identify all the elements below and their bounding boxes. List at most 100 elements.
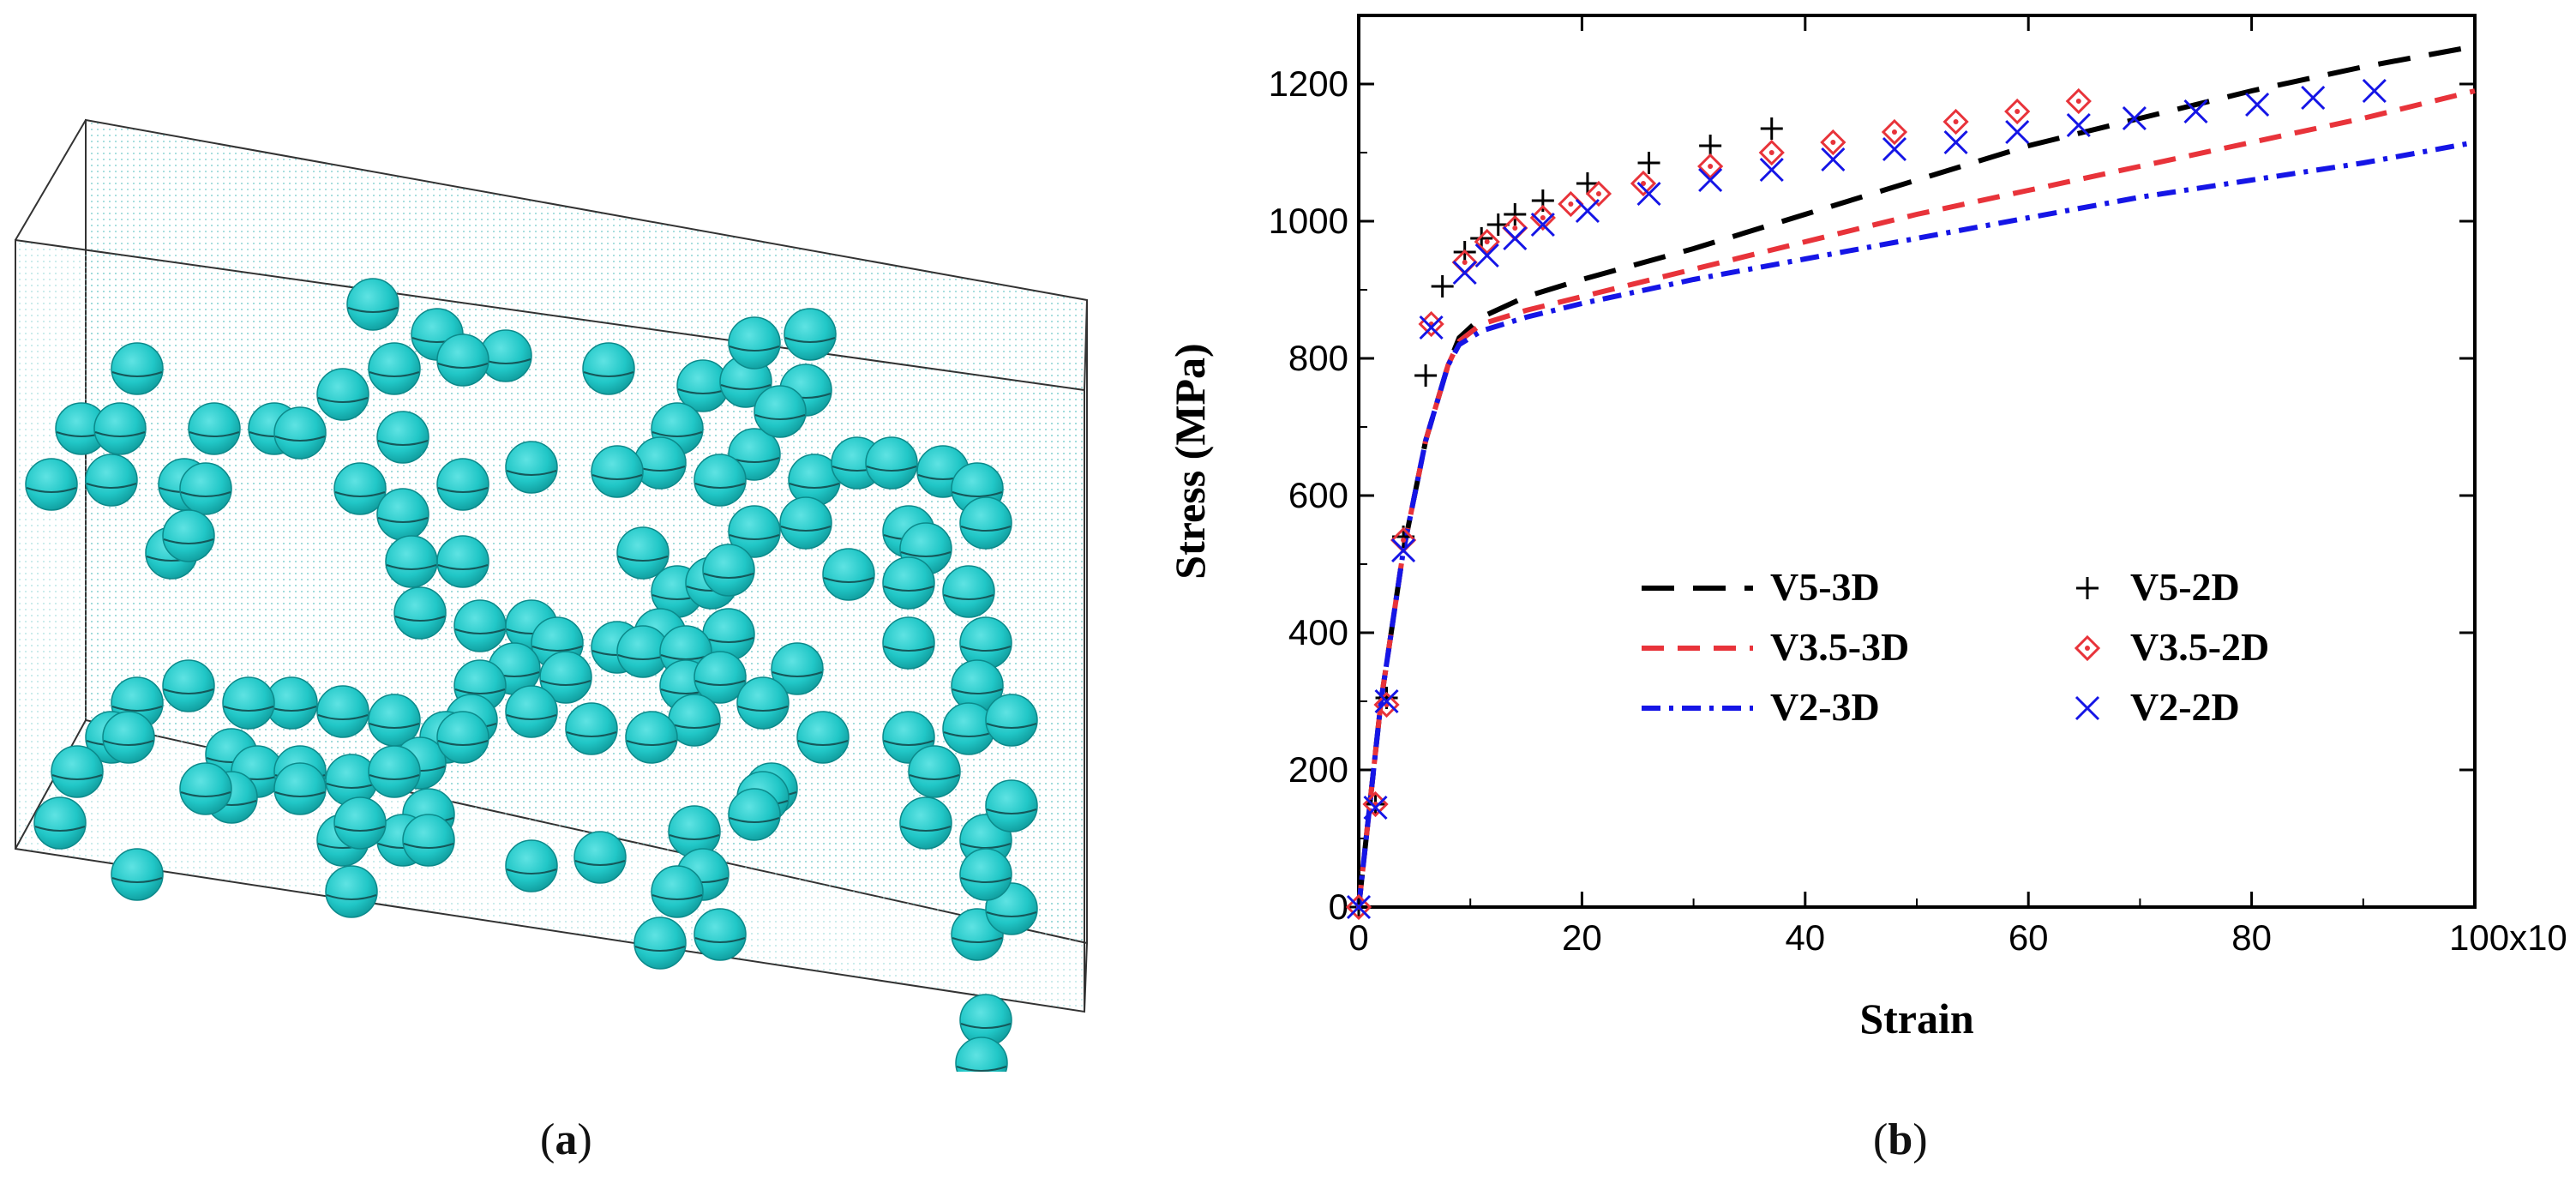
particle-sphere [333,462,387,515]
particle-sphere [25,458,78,511]
data-point-v2-2d [1474,243,1499,268]
data-point-v3-5-2d [1943,108,1969,135]
box-edge [15,719,87,850]
data-point-v3-5-2d [1474,228,1500,255]
particle-sphere [179,762,232,815]
particle-sphere [784,308,837,361]
particle-sphere [273,762,327,815]
data-point-v3-5-2d [1558,190,1584,218]
data-point-v5-2d [1760,117,1783,140]
particle-sphere [582,342,635,395]
data-point-v5-2d [1637,152,1660,174]
particle-sphere [694,454,747,507]
x-tick-label: 0 [1348,917,1368,958]
data-point-v5-2d [1699,135,1722,157]
particle-sphere [333,796,387,850]
particle-sphere [882,556,935,610]
box-edge [1084,942,1088,1013]
legend-label-v2-2d: V2-2D [2130,685,2240,729]
data-point-v2-2d [1374,688,1399,714]
data-point-v2-2d [1503,225,1528,251]
particle-sphere [222,676,275,730]
particle-sphere [616,526,670,580]
particle-sphere [565,702,618,755]
data-point-v2-2d [1419,315,1444,340]
particle-sphere [573,831,627,884]
particle-sphere [93,402,147,455]
x-tick-label: 20 [1562,917,1602,958]
data-point-v2-2d [1363,795,1388,820]
data-point-v2-2d [1759,157,1784,183]
data-point-v2-2d [1698,167,1723,193]
y-tick-label: 800 [1288,338,1348,378]
y-tick-label: 200 [1288,749,1348,790]
particle-sphere [436,458,489,511]
legend: V5-3D V3.5-3D V2-3D V5-2D V3.5-2D V2-2D [1642,565,2269,729]
particle-sphere [702,544,755,597]
particle-sphere [694,651,747,704]
data-point-v3-5-2d [1881,118,1908,146]
particle-sphere [728,505,781,558]
particle-group [25,278,1038,1072]
particle-sphere [668,805,721,858]
particle-sphere [385,535,438,588]
data-point-v2-2d [2362,78,2387,104]
series-layer [1345,44,2476,921]
data-point-v2-2d [2066,112,2091,138]
particle-sphere [436,711,489,764]
x-axis-label: Strain [1859,995,1974,1043]
particle-sphere [728,316,781,370]
particle-sphere [102,711,155,764]
data-point-v3-5-2d [2065,87,2092,115]
series-line-v5-3d [1356,44,2476,908]
y-axis-label: Stress (MPa) [1166,343,1214,579]
legend-label-v2-3d: V2-3D [1770,685,1880,729]
x-tick-label: 40 [1785,917,1825,958]
particle-sphere [436,334,489,387]
particle-sphere [736,676,790,730]
y-tick-label: 0 [1329,886,1348,927]
particle-sphere [85,454,138,507]
legend-marker-v3-5-2d [2074,634,2101,662]
particle-sphere [368,342,421,395]
particle-sphere [505,685,558,738]
data-point-v2-2d [1575,198,1600,224]
particle-sphere [316,685,369,738]
particle-sphere [882,616,935,670]
particle-sphere [754,385,807,438]
y-tick-label: 1000 [1269,201,1348,241]
data-point-v2-2d [1452,260,1477,285]
x-tick-label: 60 [2009,917,2049,958]
y-tick-label: 400 [1288,612,1348,652]
legend-label-v5-2d: V5-2D [2130,565,2240,609]
legend-label-v3-5-2d: V3.5-2D [2130,625,2269,669]
data-point-v2-2d [2183,99,2208,124]
legend-marker-v5-2d [2076,577,2099,599]
x-tick-label: 80 [2231,917,2272,958]
particle-sphere [162,659,215,712]
data-point-v2-2d [2245,92,2270,117]
data-point-v2-2d [1821,147,1846,172]
particle-sphere [796,711,850,764]
particle-sphere [985,779,1038,832]
panel-a-caption: (a) [540,1115,592,1164]
particle-sphere [376,411,429,464]
data-point-v2-2d [2122,105,2147,131]
particle-sphere [865,436,918,490]
data-point-v2-2d [1943,129,1968,155]
particle-sphere [779,496,832,550]
particle-sphere [822,548,875,601]
data-point-v3-5-2d [1418,310,1444,338]
panel-b-caption: (b) [1873,1115,1928,1164]
rve-3d-illustration [15,118,1088,1072]
particle-sphere [368,745,421,798]
particle-sphere [273,406,327,460]
data-point-v3-5-2d [1529,204,1556,231]
y-tick-label: 1200 [1269,63,1348,104]
data-point-v3-5-2d [1585,180,1612,207]
data-point-v3-5-2d [1758,139,1785,166]
particle-sphere [505,441,558,494]
particle-sphere [111,848,164,901]
particle-sphere [188,402,241,455]
